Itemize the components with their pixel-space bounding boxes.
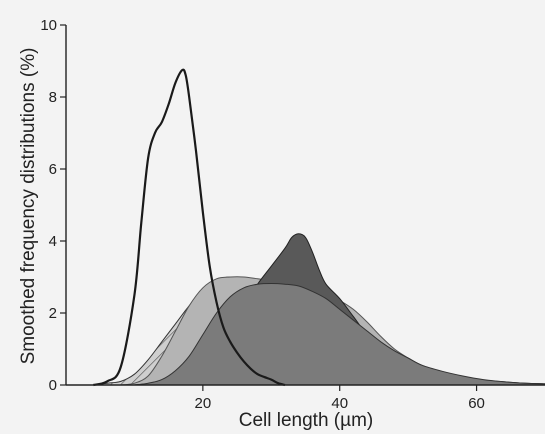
y-tick-label: 10 (40, 17, 57, 34)
x-axis-title: Cell length (µm) (239, 410, 373, 431)
y-tick-label: 4 (49, 233, 57, 250)
y-tick-label: 2 (49, 305, 57, 322)
y-tick-label: 0 (49, 377, 57, 394)
axes (65, 25, 545, 386)
ticks: 20 40 60 0 2 4 6 8 10 (40, 17, 485, 412)
y-tick-label: 8 (49, 89, 57, 106)
x-tick-label: 60 (468, 395, 485, 412)
series-area-mid (134, 282, 545, 386)
y-tick-label: 6 (49, 161, 57, 178)
series-line-narrow (93, 68, 286, 387)
x-tick-label: 40 (331, 395, 348, 412)
y-axis-title: Smoothed frequency distributions (%) (18, 48, 39, 365)
series-layer (93, 68, 545, 387)
x-tick-label: 20 (195, 395, 212, 412)
